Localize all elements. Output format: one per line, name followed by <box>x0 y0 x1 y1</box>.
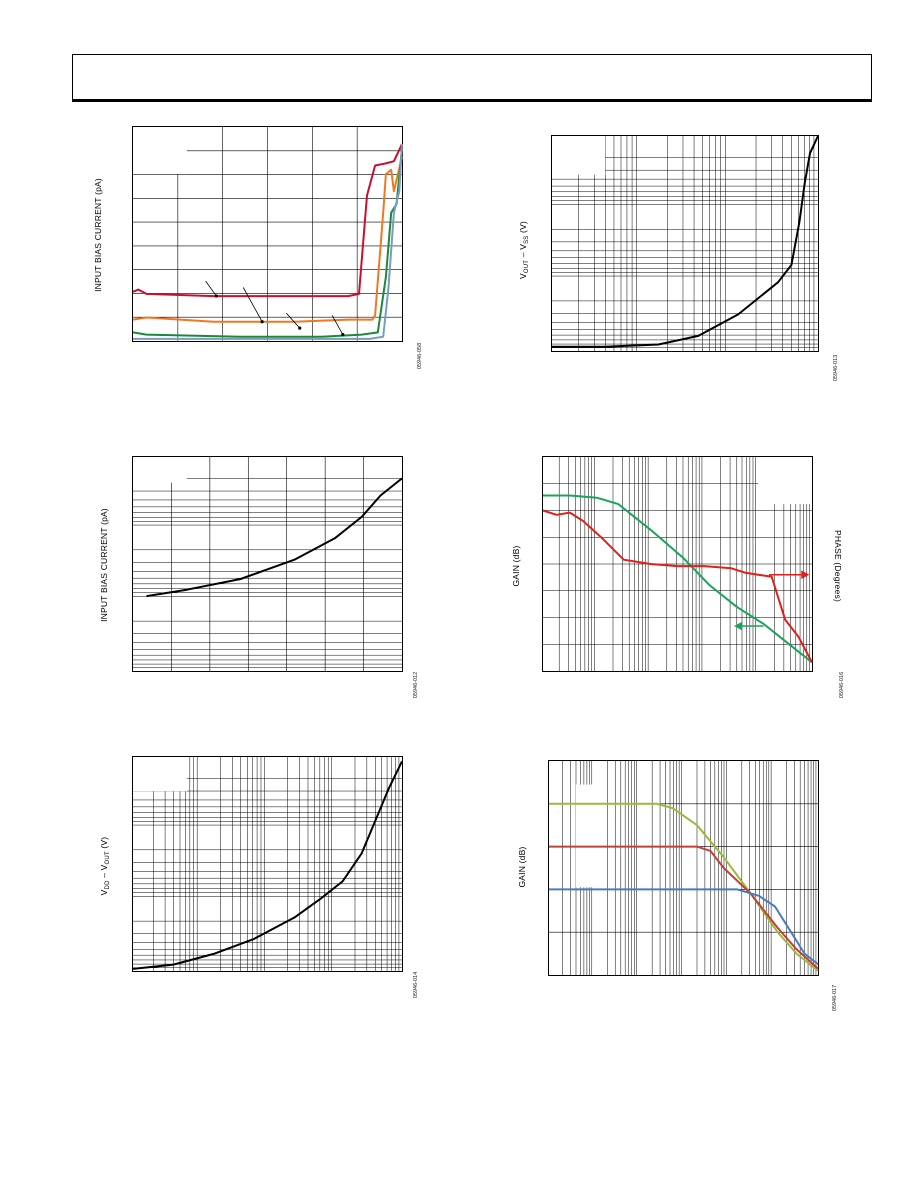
series-line-0 <box>549 802 819 972</box>
gain-arrow-head <box>733 621 743 631</box>
annotation-arrow <box>205 280 217 297</box>
series-line-2 <box>132 148 403 338</box>
phase-arrow-head <box>801 570 810 579</box>
chart-svg <box>132 757 403 971</box>
figure-id: 05946-058 <box>417 342 423 370</box>
legend-area <box>552 136 606 175</box>
series-line-0 <box>146 477 403 598</box>
plot-area <box>542 456 813 672</box>
arrow-head <box>341 332 345 337</box>
series-line-1 <box>549 845 819 970</box>
grid <box>133 127 402 341</box>
figure-id: 05946-016 <box>839 671 845 699</box>
y-axis-label: VDD – VOUT (V) <box>99 836 111 896</box>
annotation-arrow <box>242 287 263 322</box>
arrow-head <box>214 294 218 298</box>
figure-id: 05946-014 <box>413 971 419 999</box>
figure-id: 05946-013 <box>833 354 839 382</box>
series-line-0 <box>552 135 819 348</box>
y-axis-label: GAIN (dB) <box>517 846 527 888</box>
chart-svg <box>133 457 403 671</box>
series-line-2 <box>549 888 819 966</box>
figure-id: 05946-012 <box>413 671 419 699</box>
chart-svg <box>552 135 819 351</box>
arrow-head <box>298 326 302 330</box>
y-axis-label: VOUT – VSS (V) <box>518 221 530 279</box>
series-line-3 <box>133 144 403 340</box>
y-axis-label: INPUT BIAS CURRENT (pA) <box>93 178 103 292</box>
y-axis-label: INPUT BIAS CURRENT (pA) <box>99 508 109 622</box>
plot-area <box>132 756 403 972</box>
annotation-arrow <box>331 315 344 335</box>
series-line-0 <box>543 494 813 664</box>
legend-area <box>758 457 812 505</box>
plot-area <box>548 760 819 976</box>
chart-svg <box>132 127 403 341</box>
grid <box>133 457 402 671</box>
annotation-arrow <box>286 312 301 329</box>
grid <box>133 757 402 971</box>
chart-svg <box>542 457 813 671</box>
series-line-0 <box>132 760 403 970</box>
plot-area <box>551 135 819 352</box>
plot-area <box>132 456 403 672</box>
series-line-0 <box>132 143 403 298</box>
legend-area <box>133 457 187 483</box>
grid <box>552 136 818 351</box>
legend-area <box>133 127 187 175</box>
arrow-head <box>260 320 264 324</box>
page-header-box <box>72 54 872 102</box>
y-axis-label: GAIN (dB) <box>511 545 521 587</box>
plot-area <box>132 126 403 342</box>
y-axis-label-right: PHASE (Degrees) <box>833 530 843 602</box>
chart-svg <box>549 761 819 975</box>
figure-id: 05946-017 <box>832 984 838 1012</box>
series-line-1 <box>132 156 403 323</box>
legend-area <box>133 757 187 792</box>
series-line-1 <box>542 509 813 663</box>
legend-area <box>575 784 603 888</box>
